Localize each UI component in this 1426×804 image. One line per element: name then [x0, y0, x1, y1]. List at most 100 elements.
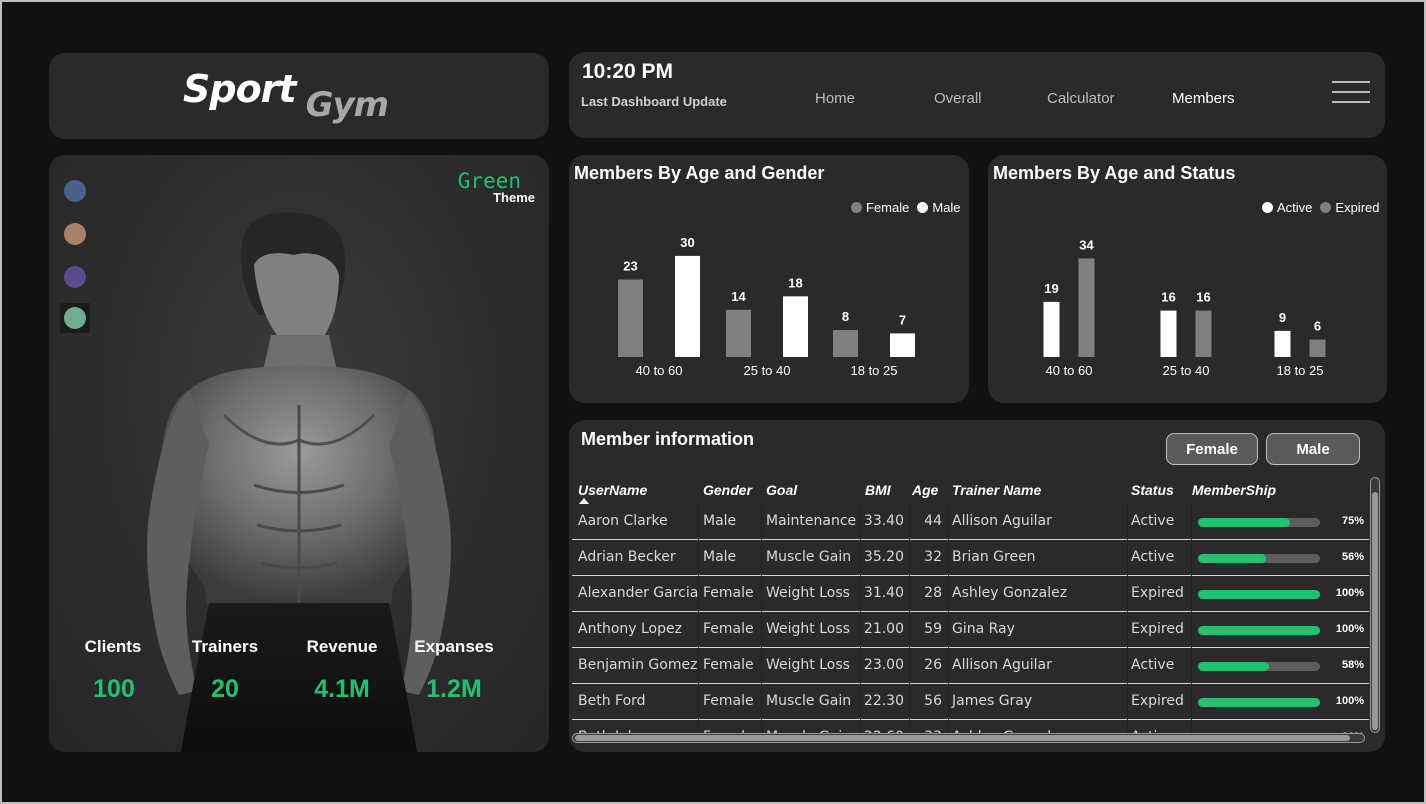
category-label-0: 40 to 60 — [1046, 363, 1093, 378]
col-header-age[interactable]: Age — [912, 482, 939, 498]
theme-name: Green — [457, 169, 521, 193]
column-divider — [1127, 648, 1128, 684]
col-header-status[interactable]: Status — [1131, 482, 1174, 498]
table-row[interactable]: Aaron Clarke Male Maintenance 33.40 44 Alliso… — [572, 504, 1369, 540]
cell-username: Anthony Lopez — [578, 621, 682, 637]
column-divider — [1127, 504, 1128, 540]
cell-age: 44 — [924, 513, 942, 529]
table-row[interactable]: Alexander Garcia Female Weight Loss 31.40 28… — [572, 576, 1369, 612]
column-divider — [698, 540, 699, 576]
column-divider — [761, 648, 762, 684]
theme-swatch-green[interactable] — [64, 307, 86, 329]
bar-active-2[interactable] — [1274, 330, 1291, 357]
chart-age-status-plot: 19 34 40 to 60 16 16 25 to 40 9 6 18 to 25 — [1043, 237, 1326, 378]
membership-progress-fill — [1198, 554, 1267, 563]
filter-female-button[interactable]: Female — [1166, 433, 1258, 465]
stat-trainers-value: 20 — [211, 675, 239, 703]
membership-percent: 58% — [1341, 659, 1364, 671]
cell-gender: Female — [703, 621, 754, 637]
column-divider — [1191, 504, 1192, 540]
category-label-1: 25 to 40 — [744, 363, 791, 378]
col-header-bmi[interactable]: BMI — [865, 482, 891, 498]
bar-male-2[interactable] — [890, 333, 915, 357]
col-header-trainer-name[interactable]: Trainer Name — [952, 482, 1042, 498]
bar-male-1[interactable] — [783, 296, 808, 357]
column-divider — [761, 576, 762, 612]
filter-male-button[interactable]: Male — [1266, 433, 1360, 465]
cell-trainer-name: Allison Aguilar — [952, 513, 1052, 529]
hamburger-menu-icon[interactable] — [1332, 81, 1370, 103]
bar-active-0[interactable] — [1043, 301, 1060, 357]
theme-swatch-blue[interactable] — [64, 180, 86, 202]
bar-female-1[interactable] — [726, 309, 751, 357]
membership-progress-bar — [1198, 590, 1320, 599]
legend-dot-female — [851, 202, 862, 213]
data-label-female-2: 8 — [842, 309, 849, 324]
table-row[interactable]: Adrian Becker Male Muscle Gain 35.20 32 Brian… — [572, 540, 1369, 576]
legend-dot-expired — [1320, 202, 1332, 213]
theme-swatch-purple[interactable] — [64, 266, 86, 288]
cell-gender: Female — [703, 657, 754, 673]
bar-expired-2[interactable] — [1309, 339, 1326, 357]
table-row[interactable]: Benjamin Gomez Female Weight Loss 23.00 26 Al… — [572, 648, 1369, 684]
legend-expired-label: Expired — [1335, 200, 1380, 215]
vertical-scroll-thumb[interactable] — [1372, 492, 1378, 730]
membership-progress-fill — [1198, 698, 1320, 707]
column-divider — [860, 504, 861, 540]
bar-active-1[interactable] — [1160, 310, 1177, 357]
column-divider — [948, 540, 949, 576]
last-update-label: Last Dashboard Update — [581, 94, 727, 109]
column-divider — [948, 504, 949, 540]
horizontal-scroll-thumb[interactable] — [575, 735, 1350, 741]
cell-age: 56 — [924, 693, 942, 709]
membership-progress-bar — [1198, 698, 1320, 707]
stat-revenue-label: Revenue — [306, 637, 378, 656]
col-header-membership[interactable]: MemberShip — [1192, 482, 1277, 498]
header-bar: 10:20 PM Last Dashboard Update Home Over… — [569, 52, 1385, 138]
column-divider — [698, 684, 699, 720]
nav-overall[interactable]: Overall — [934, 90, 982, 107]
bar-female-0[interactable] — [618, 279, 643, 357]
table-vertical-scrollbar[interactable] — [1370, 477, 1380, 733]
cell-trainer-name: Ashley Gonzalez — [952, 585, 1068, 601]
col-header-goal[interactable]: Goal — [766, 482, 798, 498]
table-horizontal-scrollbar[interactable] — [572, 733, 1365, 743]
hero-panel: Green Theme Clients Trainers Revenue Exp… — [49, 155, 549, 752]
data-label-male-0: 30 — [680, 235, 694, 250]
column-divider — [1127, 576, 1128, 612]
column-divider — [1127, 612, 1128, 648]
cell-age: 26 — [924, 657, 942, 673]
nav-members[interactable]: Members — [1172, 90, 1235, 107]
column-divider — [948, 684, 949, 720]
table-row[interactable]: Anthony Lopez Female Weight Loss 21.00 59 Gin… — [572, 612, 1369, 648]
stat-trainers-label: Trainers — [191, 637, 259, 656]
bar-expired-0[interactable] — [1078, 258, 1095, 357]
column-divider — [948, 576, 949, 612]
bar-expired-1[interactable] — [1195, 310, 1212, 357]
nav-home[interactable]: Home — [815, 90, 856, 107]
data-label-expired-0: 34 — [1079, 237, 1094, 252]
membership-progress-fill — [1198, 662, 1269, 671]
column-divider — [1191, 576, 1192, 612]
bar-female-2[interactable] — [833, 330, 858, 357]
app-logo: Sport Gym — [183, 67, 389, 125]
theme-swatch-tan[interactable] — [64, 223, 86, 245]
col-header-gender[interactable]: Gender — [703, 482, 753, 498]
sort-ascending-icon — [579, 498, 589, 504]
nav-calculator[interactable]: Calculator — [1047, 90, 1115, 107]
stat-expanses-label: Expanses — [414, 637, 494, 656]
cell-status: Active — [1131, 657, 1175, 673]
clock-time: 10:20 PM — [582, 60, 674, 83]
cell-username: Alexander Garcia — [578, 585, 699, 601]
data-label-active-1: 16 — [1161, 290, 1175, 305]
cell-goal: Weight Loss — [766, 621, 850, 637]
chart-age-status-legend: Active Expired — [1262, 200, 1379, 215]
data-label-female-0: 23 — [623, 258, 637, 273]
legend-dot-active — [1262, 202, 1273, 213]
table-row[interactable]: Beth Ford Female Muscle Gain 22.30 56 James G… — [572, 684, 1369, 720]
cell-bmi: 33.40 — [863, 513, 904, 529]
bar-male-0[interactable] — [675, 255, 700, 357]
col-header-username[interactable]: UserName — [578, 482, 648, 498]
membership-percent: 100% — [1335, 695, 1364, 707]
column-divider — [909, 504, 910, 540]
